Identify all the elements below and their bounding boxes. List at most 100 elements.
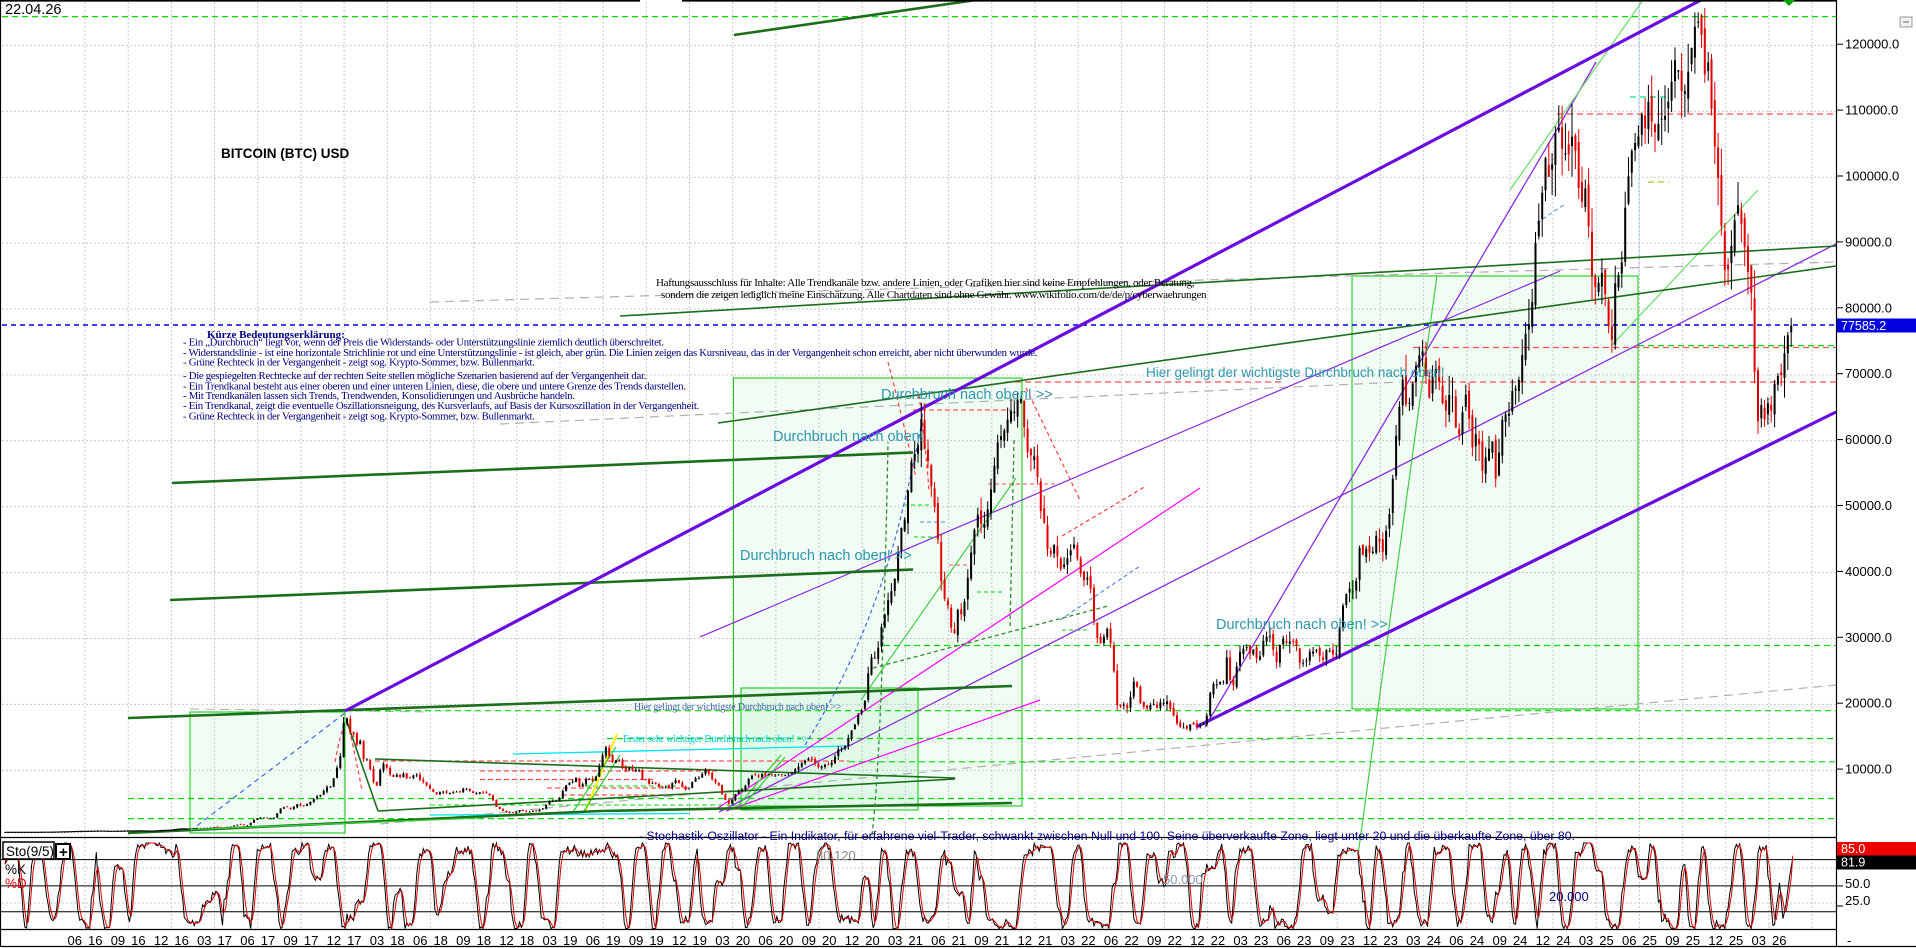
svg-text:09: 09 <box>629 933 643 948</box>
svg-text:- Ein Trendkanal besteht aus e: - Ein Trendkanal besteht aus einer obere… <box>183 381 686 393</box>
svg-text:23: 23 <box>1383 933 1397 948</box>
svg-text:Durchbruch nach oben! >>: Durchbruch nach oben! >> <box>881 387 1053 403</box>
svg-text:09: 09 <box>1147 933 1161 948</box>
svg-text:06: 06 <box>758 933 772 948</box>
svg-text:+: + <box>59 844 68 861</box>
svg-text:18: 18 <box>390 933 404 948</box>
svg-text:23: 23 <box>1254 933 1268 948</box>
svg-text:25: 25 <box>1686 933 1700 948</box>
svg-text:Erster sehr wichtiger Durchbru: Erster sehr wichtiger Durchbruch nach ob… <box>623 734 808 745</box>
svg-text:-: - <box>1847 933 1851 948</box>
svg-text:19: 19 <box>563 933 577 948</box>
svg-text:20.000: 20.000 <box>1549 889 1589 904</box>
svg-text:06: 06 <box>240 933 254 948</box>
svg-text:03: 03 <box>888 933 902 948</box>
svg-text:09: 09 <box>1665 933 1679 948</box>
svg-text:30000.0: 30000.0 <box>1845 630 1892 645</box>
svg-text:- Die gespiegelten Rechtecke a: - Die gespiegelten Rechtecke auf der rec… <box>183 370 646 382</box>
svg-text:- Ein „Durchbruch“ liegt vor,: - Ein „Durchbruch“ liegt vor, wenn der P… <box>183 337 664 349</box>
svg-text:26: 26 <box>1772 933 1786 948</box>
svg-text:- Ein Trendkanal, zeigt die ev: - Ein Trendkanal, zeigt die eventuelle O… <box>183 400 699 412</box>
svg-text:22: 22 <box>1211 933 1225 948</box>
svg-text:12: 12 <box>1017 933 1031 948</box>
svg-text:19: 19 <box>649 933 663 948</box>
svg-text:60000.0: 60000.0 <box>1845 432 1892 447</box>
svg-text:25: 25 <box>1599 933 1613 948</box>
svg-text:%K: %K <box>5 862 26 877</box>
svg-text:20: 20 <box>822 933 836 948</box>
svg-text:12: 12 <box>499 933 513 948</box>
svg-text:77585.2: 77585.2 <box>1841 319 1886 333</box>
svg-text:18: 18 <box>477 933 491 948</box>
svg-text:10000.0: 10000.0 <box>1845 762 1892 777</box>
svg-text:16: 16 <box>88 933 102 948</box>
svg-text:- Grüne Rechteck in der Vergan: - Grüne Rechteck in der Vergangenheit - … <box>183 357 535 369</box>
svg-text:03: 03 <box>1752 933 1766 948</box>
svg-text:06: 06 <box>68 933 82 948</box>
svg-text:90000.0: 90000.0 <box>1845 234 1892 249</box>
svg-text:- Grüne Rechteck in der Vergan: - Grüne Rechteck in der Vergangenheit - … <box>183 411 535 423</box>
svg-text:25: 25 <box>1729 933 1743 948</box>
svg-text:06: 06 <box>413 933 427 948</box>
svg-text:12: 12 <box>1536 933 1550 948</box>
svg-text:24: 24 <box>1427 933 1441 948</box>
svg-text:16: 16 <box>174 933 188 948</box>
svg-text:20000.0: 20000.0 <box>1845 696 1892 711</box>
svg-text:19: 19 <box>606 933 620 948</box>
svg-text:18: 18 <box>520 933 534 948</box>
svg-text:20: 20 <box>736 933 750 948</box>
svg-text:03: 03 <box>1579 933 1593 948</box>
svg-text:- Mit Trendkanälen lassen sich: - Mit Trendkanälen lassen sich Trends, T… <box>183 390 575 402</box>
svg-text:09: 09 <box>974 933 988 948</box>
svg-text:03: 03 <box>197 933 211 948</box>
svg-text:06: 06 <box>586 933 600 948</box>
svg-text:Hier gelingt der wichtigste Du: Hier gelingt der wichtigste Durchbruch n… <box>1146 365 1445 380</box>
svg-text:%D: %D <box>5 876 27 891</box>
svg-text:50000.0: 50000.0 <box>1845 498 1892 513</box>
svg-text:09: 09 <box>802 933 816 948</box>
svg-text:12: 12 <box>154 933 168 948</box>
svg-text:Sto(9/5): Sto(9/5) <box>6 844 54 859</box>
svg-text:17: 17 <box>218 933 232 948</box>
svg-text:09: 09 <box>283 933 297 948</box>
svg-text:- Widerstandslinie - ist eine: - Widerstandslinie - ist eine horizontal… <box>183 347 1037 359</box>
svg-text:12: 12 <box>1708 933 1722 948</box>
svg-text:12: 12 <box>327 933 341 948</box>
svg-text:17: 17 <box>304 933 318 948</box>
svg-text:18: 18 <box>433 933 447 948</box>
svg-text:22: 22 <box>1168 933 1182 948</box>
svg-text:50.000: 50.000 <box>1163 872 1203 887</box>
svg-text:09: 09 <box>1320 933 1334 948</box>
svg-text:100000.0: 100000.0 <box>1845 169 1899 184</box>
svg-text:06: 06 <box>931 933 945 948</box>
svg-text:25.0: 25.0 <box>1845 893 1870 908</box>
svg-text:12: 12 <box>672 933 686 948</box>
svg-text:17: 17 <box>261 933 275 948</box>
svg-text:03: 03 <box>1406 933 1420 948</box>
svg-text:16: 16 <box>131 933 145 948</box>
svg-text:23: 23 <box>1297 933 1311 948</box>
svg-text:09: 09 <box>111 933 125 948</box>
svg-text:03: 03 <box>543 933 557 948</box>
svg-text:19: 19 <box>693 933 707 948</box>
svg-text:12: 12 <box>1190 933 1204 948</box>
svg-text:22: 22 <box>1081 933 1095 948</box>
svg-text:81.9: 81.9 <box>1841 856 1865 870</box>
svg-text:21: 21 <box>952 933 966 948</box>
svg-text:12: 12 <box>1363 933 1377 948</box>
svg-text:03: 03 <box>715 933 729 948</box>
svg-text:09: 09 <box>1492 933 1506 948</box>
svg-text:BITCOIN (BTC) USD: BITCOIN (BTC) USD <box>221 146 349 161</box>
svg-text:24: 24 <box>1470 933 1484 948</box>
svg-text:sondern die zeigen lediglich m: sondern die zeigen lediglich meine Einsc… <box>661 289 1207 301</box>
svg-text:21: 21 <box>1038 933 1052 948</box>
svg-text:03: 03 <box>370 933 384 948</box>
svg-text:Durchbruch nach oben! >>: Durchbruch nach oben! >> <box>1216 617 1388 633</box>
svg-text:06: 06 <box>1622 933 1636 948</box>
svg-text:22: 22 <box>1124 933 1138 948</box>
svg-text:25: 25 <box>1642 933 1656 948</box>
svg-text:120000.0: 120000.0 <box>1845 37 1899 52</box>
svg-text:06: 06 <box>1277 933 1291 948</box>
svg-text:Durchbruch nach oben!: Durchbruch nach oben! <box>773 429 924 445</box>
svg-text:85.0: 85.0 <box>1841 842 1865 856</box>
